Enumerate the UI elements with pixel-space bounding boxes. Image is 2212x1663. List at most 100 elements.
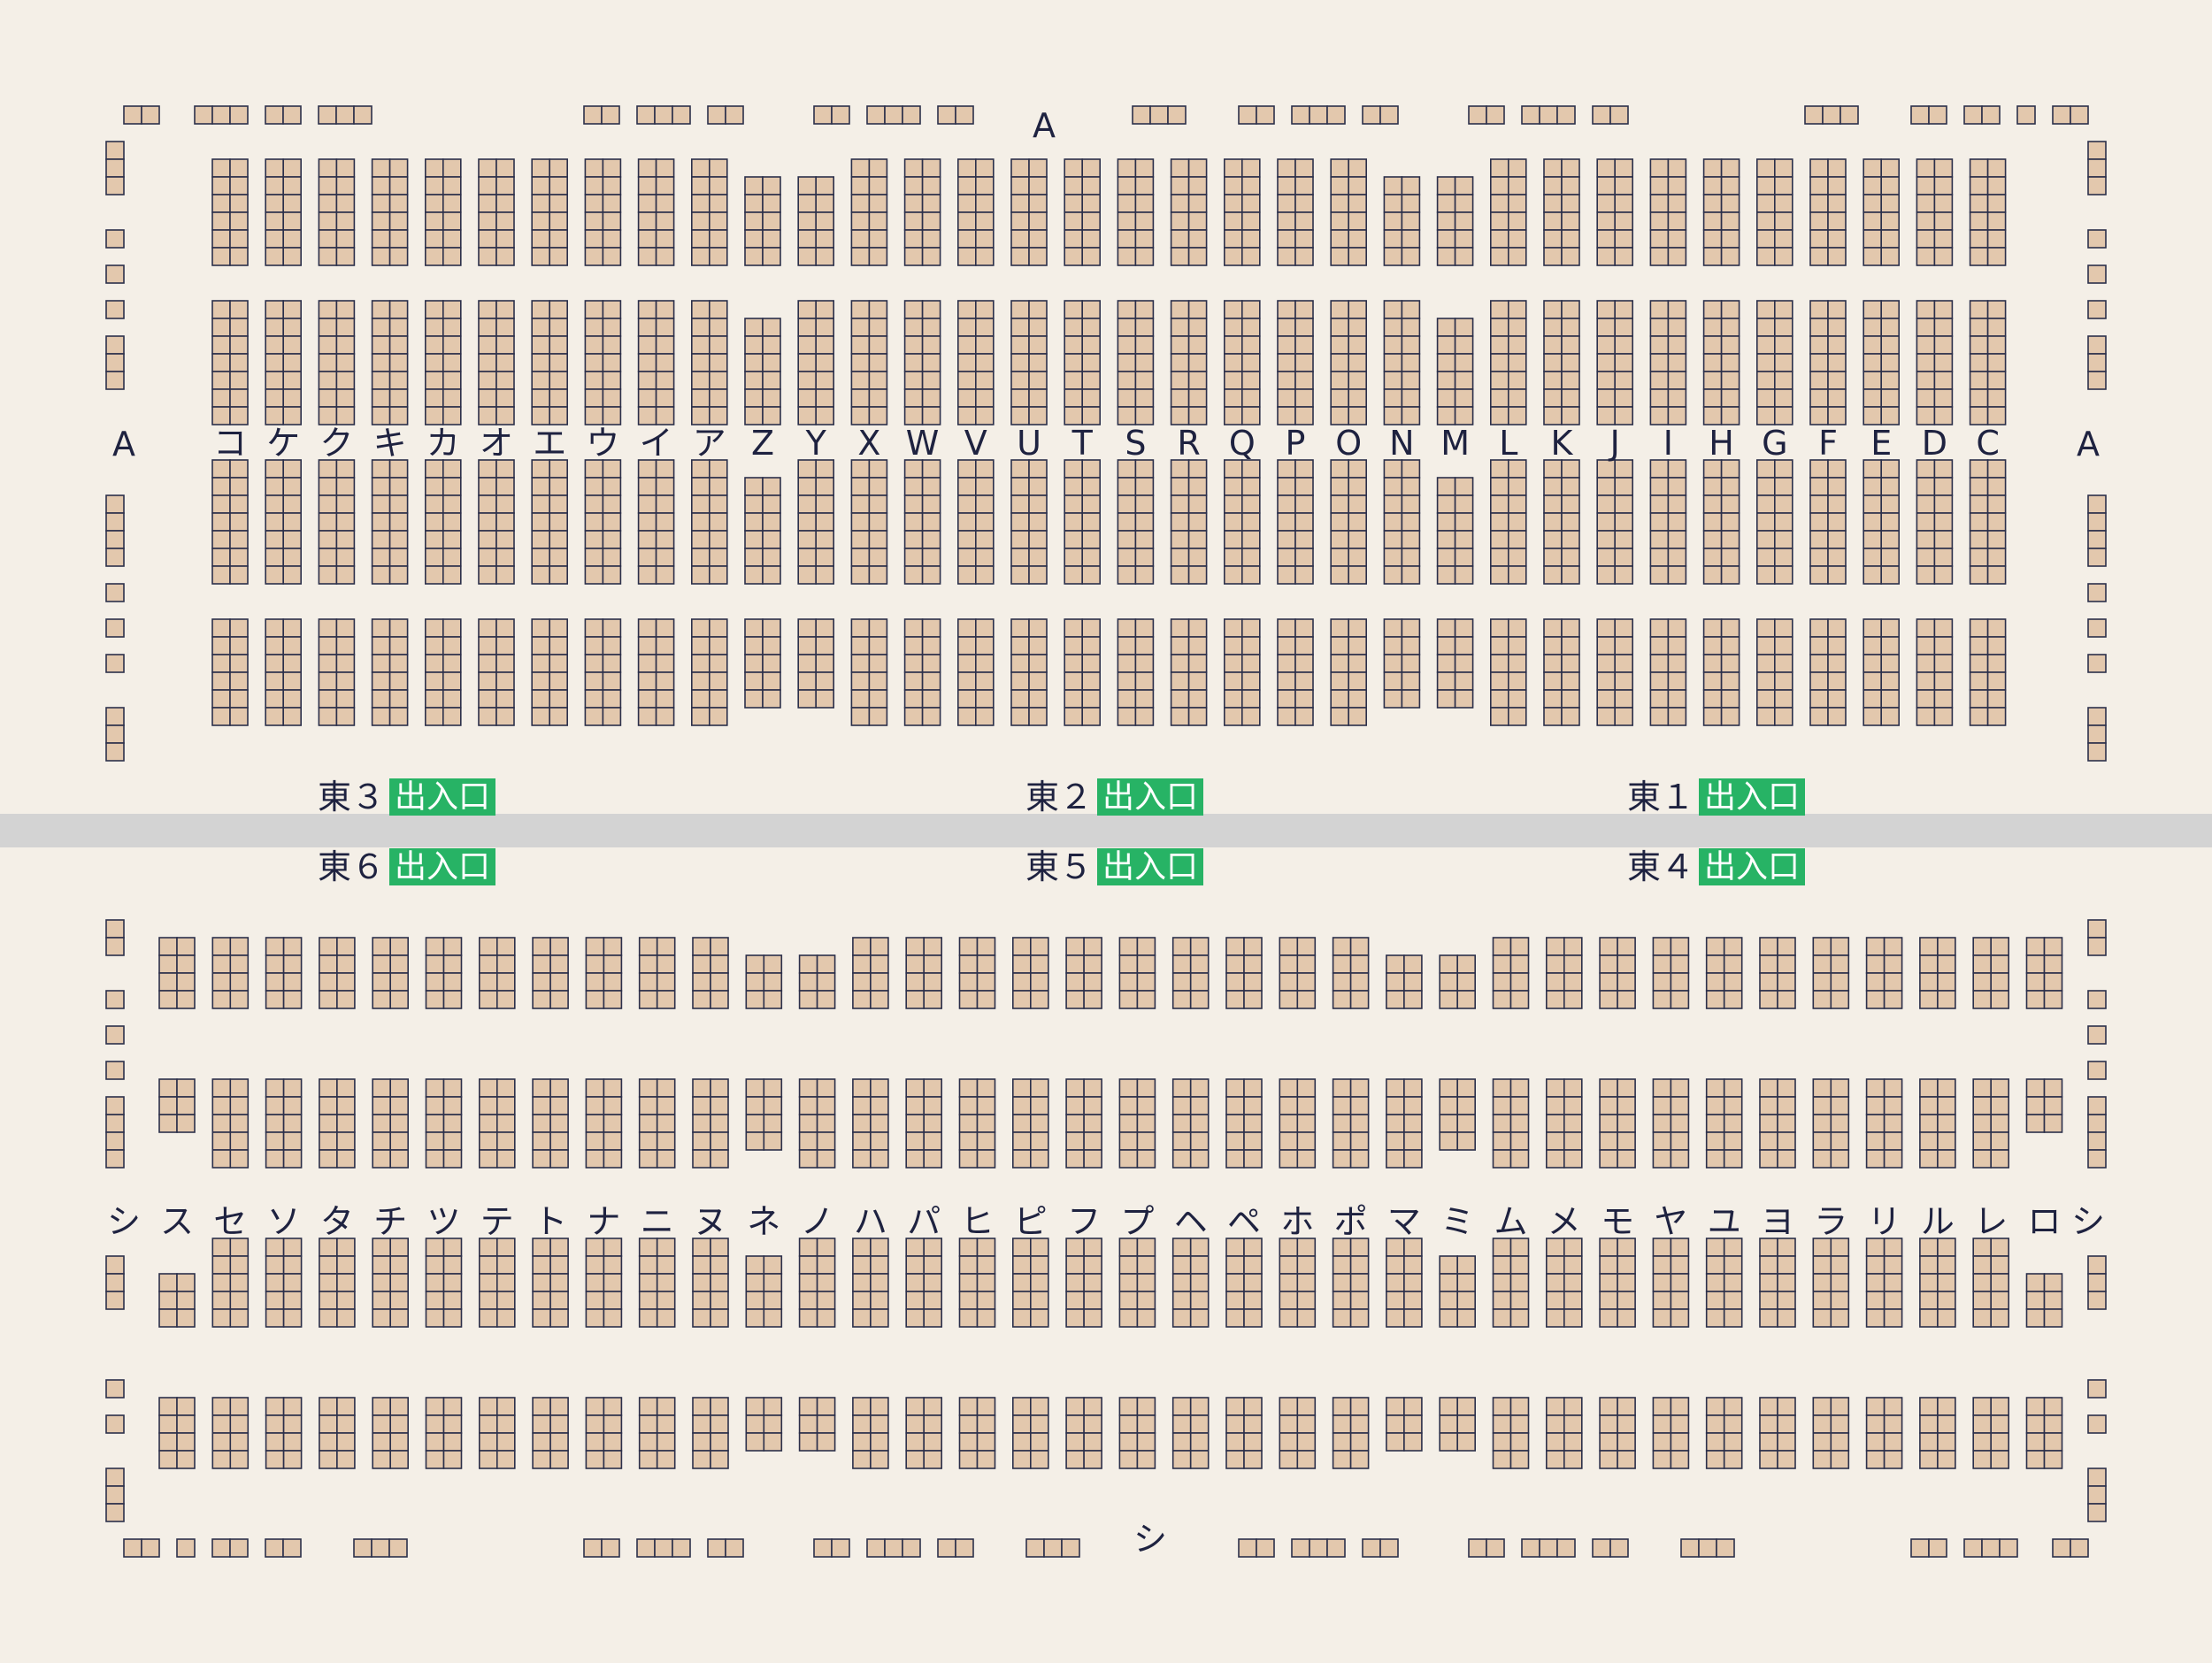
seat[interactable] [744, 335, 764, 355]
seat[interactable] [1969, 406, 1989, 425]
seat[interactable] [1563, 1291, 1583, 1310]
seat[interactable] [1012, 1291, 1032, 1310]
seat[interactable] [603, 1432, 623, 1452]
seat[interactable] [1243, 1414, 1263, 1434]
seat[interactable] [708, 707, 728, 726]
seat[interactable] [478, 1096, 498, 1115]
seat[interactable] [1599, 1273, 1618, 1292]
seat[interactable] [637, 211, 657, 231]
seat[interactable] [1296, 1255, 1317, 1275]
seat[interactable] [282, 1149, 303, 1169]
seat[interactable] [1561, 707, 1580, 726]
seat[interactable] [1118, 1291, 1139, 1310]
seat[interactable] [1543, 530, 1563, 549]
seat[interactable] [1916, 300, 1936, 319]
seat[interactable] [389, 990, 410, 1009]
seat[interactable] [549, 530, 569, 549]
seat[interactable] [1492, 1450, 1512, 1469]
seat[interactable] [1081, 158, 1101, 178]
seat[interactable] [584, 654, 604, 673]
seat[interactable] [1969, 353, 1989, 372]
seat[interactable] [656, 954, 676, 974]
seat[interactable] [975, 406, 995, 425]
seat[interactable] [549, 1149, 569, 1169]
seat[interactable] [1809, 618, 1829, 638]
seat[interactable] [425, 1114, 445, 1133]
seat[interactable] [710, 1450, 729, 1469]
seat[interactable] [1561, 459, 1580, 479]
seat[interactable] [229, 406, 249, 425]
seat[interactable] [1546, 1238, 1565, 1257]
seat[interactable] [762, 371, 781, 390]
seat[interactable] [532, 1450, 551, 1469]
seat[interactable] [744, 494, 764, 514]
seat[interactable] [1241, 494, 1261, 514]
seat[interactable] [1064, 565, 1083, 585]
seat[interactable] [975, 565, 995, 585]
seat[interactable] [549, 512, 569, 532]
seat[interactable] [1756, 636, 1776, 655]
seat[interactable] [1508, 689, 1527, 709]
seat[interactable] [870, 990, 889, 1009]
seat[interactable] [690, 512, 710, 532]
seat[interactable] [1933, 565, 1954, 585]
seat[interactable] [1134, 671, 1155, 691]
seat[interactable] [1508, 494, 1527, 514]
seat[interactable] [549, 353, 569, 372]
seat[interactable] [282, 194, 303, 213]
seat[interactable] [1880, 548, 1900, 567]
seat[interactable] [1401, 494, 1421, 514]
seat[interactable] [905, 1096, 925, 1115]
seat[interactable] [1010, 477, 1030, 496]
wall-seat[interactable] [105, 1149, 125, 1169]
seat[interactable] [1720, 371, 1740, 390]
seat[interactable] [584, 406, 604, 425]
seat[interactable] [531, 530, 551, 549]
seat[interactable] [1349, 1078, 1370, 1098]
seat[interactable] [1774, 512, 1793, 532]
wall-seat[interactable] [105, 654, 125, 673]
seat[interactable] [1863, 176, 1882, 195]
seat[interactable] [1759, 1273, 1778, 1292]
seat[interactable] [1702, 388, 1723, 408]
seat[interactable] [655, 194, 675, 213]
seat[interactable] [1827, 300, 1847, 319]
seat[interactable] [265, 1131, 285, 1151]
seat[interactable] [638, 990, 658, 1009]
seat[interactable] [1081, 494, 1101, 514]
wall-seat[interactable] [2087, 371, 2107, 390]
seat[interactable] [903, 512, 924, 532]
seat[interactable] [1774, 388, 1793, 408]
seat[interactable] [1883, 1131, 1903, 1151]
seat[interactable] [1916, 548, 1936, 567]
seat[interactable] [1986, 494, 2007, 514]
wall-seat[interactable] [1839, 105, 1859, 125]
seat[interactable] [1827, 335, 1847, 355]
seat[interactable] [1117, 548, 1137, 567]
seat[interactable] [798, 1397, 818, 1416]
seat[interactable] [425, 954, 445, 974]
seat[interactable] [976, 1308, 996, 1328]
seat[interactable] [1827, 689, 1847, 709]
seat[interactable] [1508, 158, 1527, 178]
seat[interactable] [1774, 530, 1793, 549]
seat[interactable] [1563, 954, 1583, 974]
seat[interactable] [319, 990, 338, 1009]
seat[interactable] [1720, 494, 1740, 514]
seat[interactable] [1919, 1291, 1939, 1310]
seat[interactable] [389, 1096, 410, 1115]
seat[interactable] [1492, 1397, 1512, 1416]
seat[interactable] [1863, 211, 1882, 231]
seat[interactable] [229, 158, 249, 178]
seat[interactable] [1933, 406, 1954, 425]
seat[interactable] [850, 459, 871, 479]
seat[interactable] [584, 158, 604, 178]
seat[interactable] [1241, 335, 1261, 355]
seat[interactable] [1028, 636, 1048, 655]
seat[interactable] [1454, 654, 1474, 673]
seat[interactable] [1827, 654, 1847, 673]
seat[interactable] [1933, 689, 1954, 709]
seat[interactable] [176, 1397, 196, 1416]
seat[interactable] [976, 972, 996, 992]
wall-seat[interactable] [2070, 105, 2089, 125]
